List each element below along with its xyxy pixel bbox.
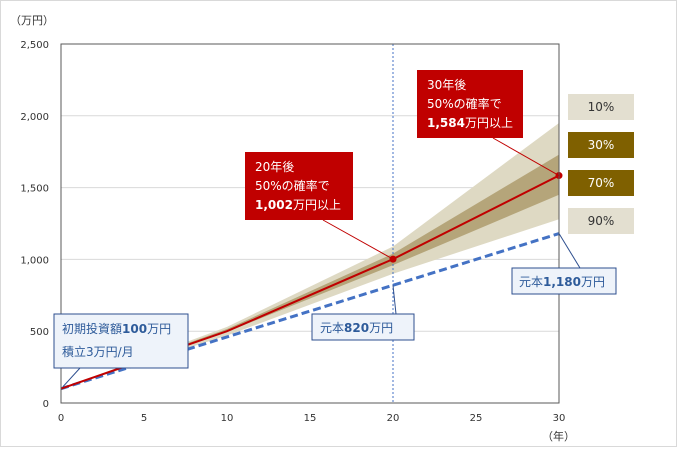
x-tick-label: 10 [221,413,234,424]
y-tick-label: 1,000 [20,255,49,266]
median-20-callout-value: 1,002 [255,198,293,212]
legend-label: 70% [588,176,615,190]
x-tick-label: 25 [470,413,483,424]
y-tick-label: 1,500 [20,184,49,195]
y-tick-label: 500 [30,327,49,338]
median-30-callout-box [417,70,523,138]
principal-30-pointer [558,233,581,269]
principal-20-callout-label: 元本 [320,321,344,335]
principal-20-pointer [392,285,397,315]
median-20-callout-box [245,152,353,220]
principal-30-callout-box [511,267,617,295]
legend-swatch [568,208,634,234]
x-tick-label: 30 [553,413,566,424]
x-tick-label: 5 [141,413,147,424]
median-20-callout-line3: 1,002万円以上 [255,198,341,212]
principal-20-callout-box [311,313,415,341]
legend-swatch [568,94,634,120]
median-30-callout-unit: 万円以上 [465,116,513,130]
x-tick-label: 0 [58,413,64,424]
start-callout-line1: 初期投資額100万円 [62,321,171,336]
median-30-callout-pointer [492,137,560,176]
median-30-callout-line3: 1,584万円以上 [427,116,513,130]
median-30-callout-value: 1,584 [427,116,465,130]
axes [60,43,560,404]
y-unit-label: （万円） [10,14,54,27]
x-tick-label: 20 [387,413,400,424]
median-20-callout-unit: 万円以上 [293,198,341,212]
legend-label: 30% [588,138,615,152]
y-tick-label: 0 [43,399,49,410]
principal-30-callout-text: 元本1,180万円 [519,275,605,289]
start-callout-line2: 積立3万円/月 [62,344,134,359]
legend-swatch [568,170,634,196]
start-callout-value: 100 [122,322,147,336]
start-callout-label: 初期投資額 [62,321,122,336]
median-30-callout-line1: 30年後 [427,78,466,92]
principal-20-callout-unit: 万円 [369,321,393,335]
x-tick-label: 15 [304,413,317,424]
start-callout-pointer [62,367,81,387]
legend-label: 10% [588,100,615,114]
median-20-callout-line2: 50%の確率で [255,178,330,193]
principal-20-callout-value: 820 [344,321,369,335]
start-callout-box [53,313,189,369]
principal-30-callout-label: 元本 [519,275,543,289]
principal-20-callout-text: 元本820万円 [320,321,393,335]
legend: 10% 30% 70% 90% [568,94,634,234]
tick-labels: 0 500 1,000 1,500 2,000 2,500 0 5 10 15 20 25 30 [20,40,565,424]
start-callout-unit: 万円 [147,322,171,336]
median-20-callout-pointer [322,219,394,260]
median-20-callout-line1: 20年後 [255,160,294,174]
legend-label: 90% [588,214,615,228]
y-tick-label: 2,000 [20,112,49,123]
plot-area-border [60,43,560,404]
median-30-callout-line2: 50%の確率で [427,96,502,111]
principal-30-callout-unit: 万円 [581,275,605,289]
y-tick-label: 2,500 [20,40,49,51]
callouts: 20年後50%の確率で1,002万円以上30年後50%の確率で1,584万円以上… [53,70,617,387]
legend-swatch [568,132,634,158]
principal-30-callout-value: 1,180 [543,275,581,289]
x-unit-label: （年） [542,429,575,443]
